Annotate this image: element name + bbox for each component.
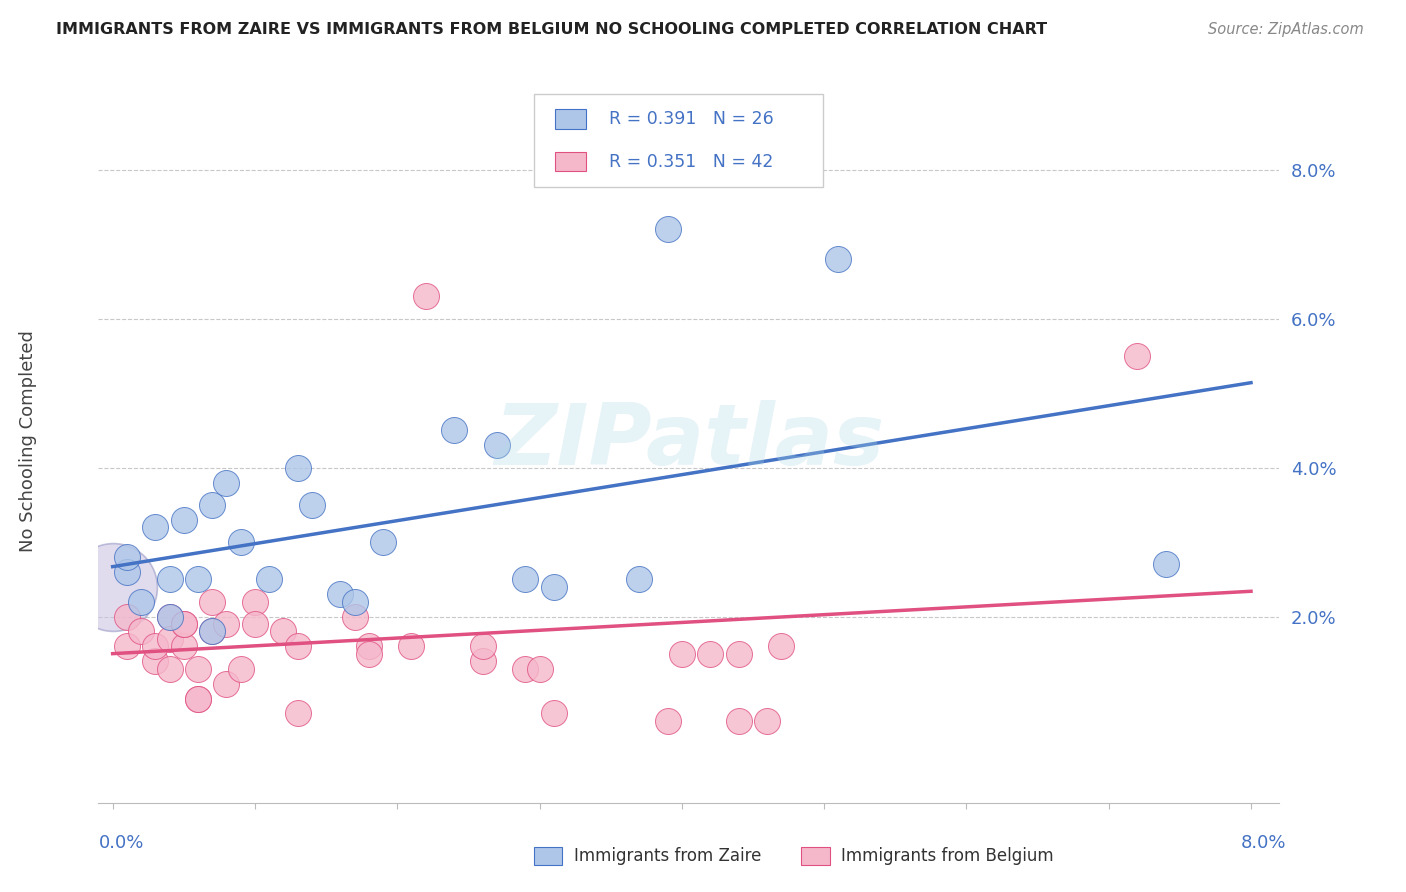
Point [201,595,224,609]
Point [443,423,465,437]
Point [301,498,323,512]
Point [187,691,209,706]
Point [827,252,849,266]
Point [401,640,423,654]
Point [115,609,138,624]
Point [159,609,181,624]
Point [415,289,437,303]
Point [756,714,779,728]
Point [159,632,181,646]
Point [101,580,124,594]
Text: 8.0%: 8.0% [1241,834,1286,852]
Point [243,617,266,632]
Point [129,624,152,639]
Point [273,624,295,639]
Text: R = 0.351   N = 42: R = 0.351 N = 42 [609,153,773,170]
Point [699,647,721,661]
Point [329,587,352,601]
Text: Immigrants from Belgium: Immigrants from Belgium [841,847,1053,865]
Point [770,640,793,654]
Point [159,609,181,624]
Point [201,624,224,639]
Point [657,222,679,236]
Point [115,549,138,564]
Point [287,706,309,721]
Point [201,624,224,639]
Point [1154,558,1177,572]
Point [543,706,565,721]
Point [243,595,266,609]
Point [201,498,224,512]
Point [671,647,693,661]
Point [187,662,209,676]
Point [343,609,366,624]
Text: IMMIGRANTS FROM ZAIRE VS IMMIGRANTS FROM BELGIUM NO SCHOOLING COMPLETED CORRELAT: IMMIGRANTS FROM ZAIRE VS IMMIGRANTS FROM… [56,22,1047,37]
Point [471,654,494,668]
Point [129,595,152,609]
Point [515,662,537,676]
Point [1126,349,1149,363]
Point [143,520,166,534]
Point [173,617,195,632]
Point [371,535,394,549]
Text: Source: ZipAtlas.com: Source: ZipAtlas.com [1208,22,1364,37]
Text: 0.0%: 0.0% [98,834,143,852]
Point [471,640,494,654]
Point [357,647,380,661]
Point [159,572,181,586]
Point [529,662,551,676]
Point [173,513,195,527]
Point [215,676,238,690]
Point [173,640,195,654]
Point [229,535,252,549]
Point [143,640,166,654]
Point [229,662,252,676]
Point [628,572,651,586]
Point [187,691,209,706]
Point [173,617,195,632]
Point [727,714,749,728]
Point [343,595,366,609]
Point [215,617,238,632]
Point [657,714,679,728]
Point [187,572,209,586]
Point [543,580,565,594]
Text: ZIPatlas: ZIPatlas [494,400,884,483]
Text: No Schooling Completed: No Schooling Completed [20,331,37,552]
Point [357,640,380,654]
Text: R = 0.391   N = 26: R = 0.391 N = 26 [609,111,773,128]
Point [257,572,280,586]
Point [115,640,138,654]
Point [143,654,166,668]
Point [515,572,537,586]
Point [287,460,309,475]
Point [727,647,749,661]
Point [215,475,238,490]
Text: Immigrants from Zaire: Immigrants from Zaire [574,847,761,865]
Point [159,662,181,676]
Point [115,565,138,579]
Point [485,438,508,452]
Point [287,640,309,654]
